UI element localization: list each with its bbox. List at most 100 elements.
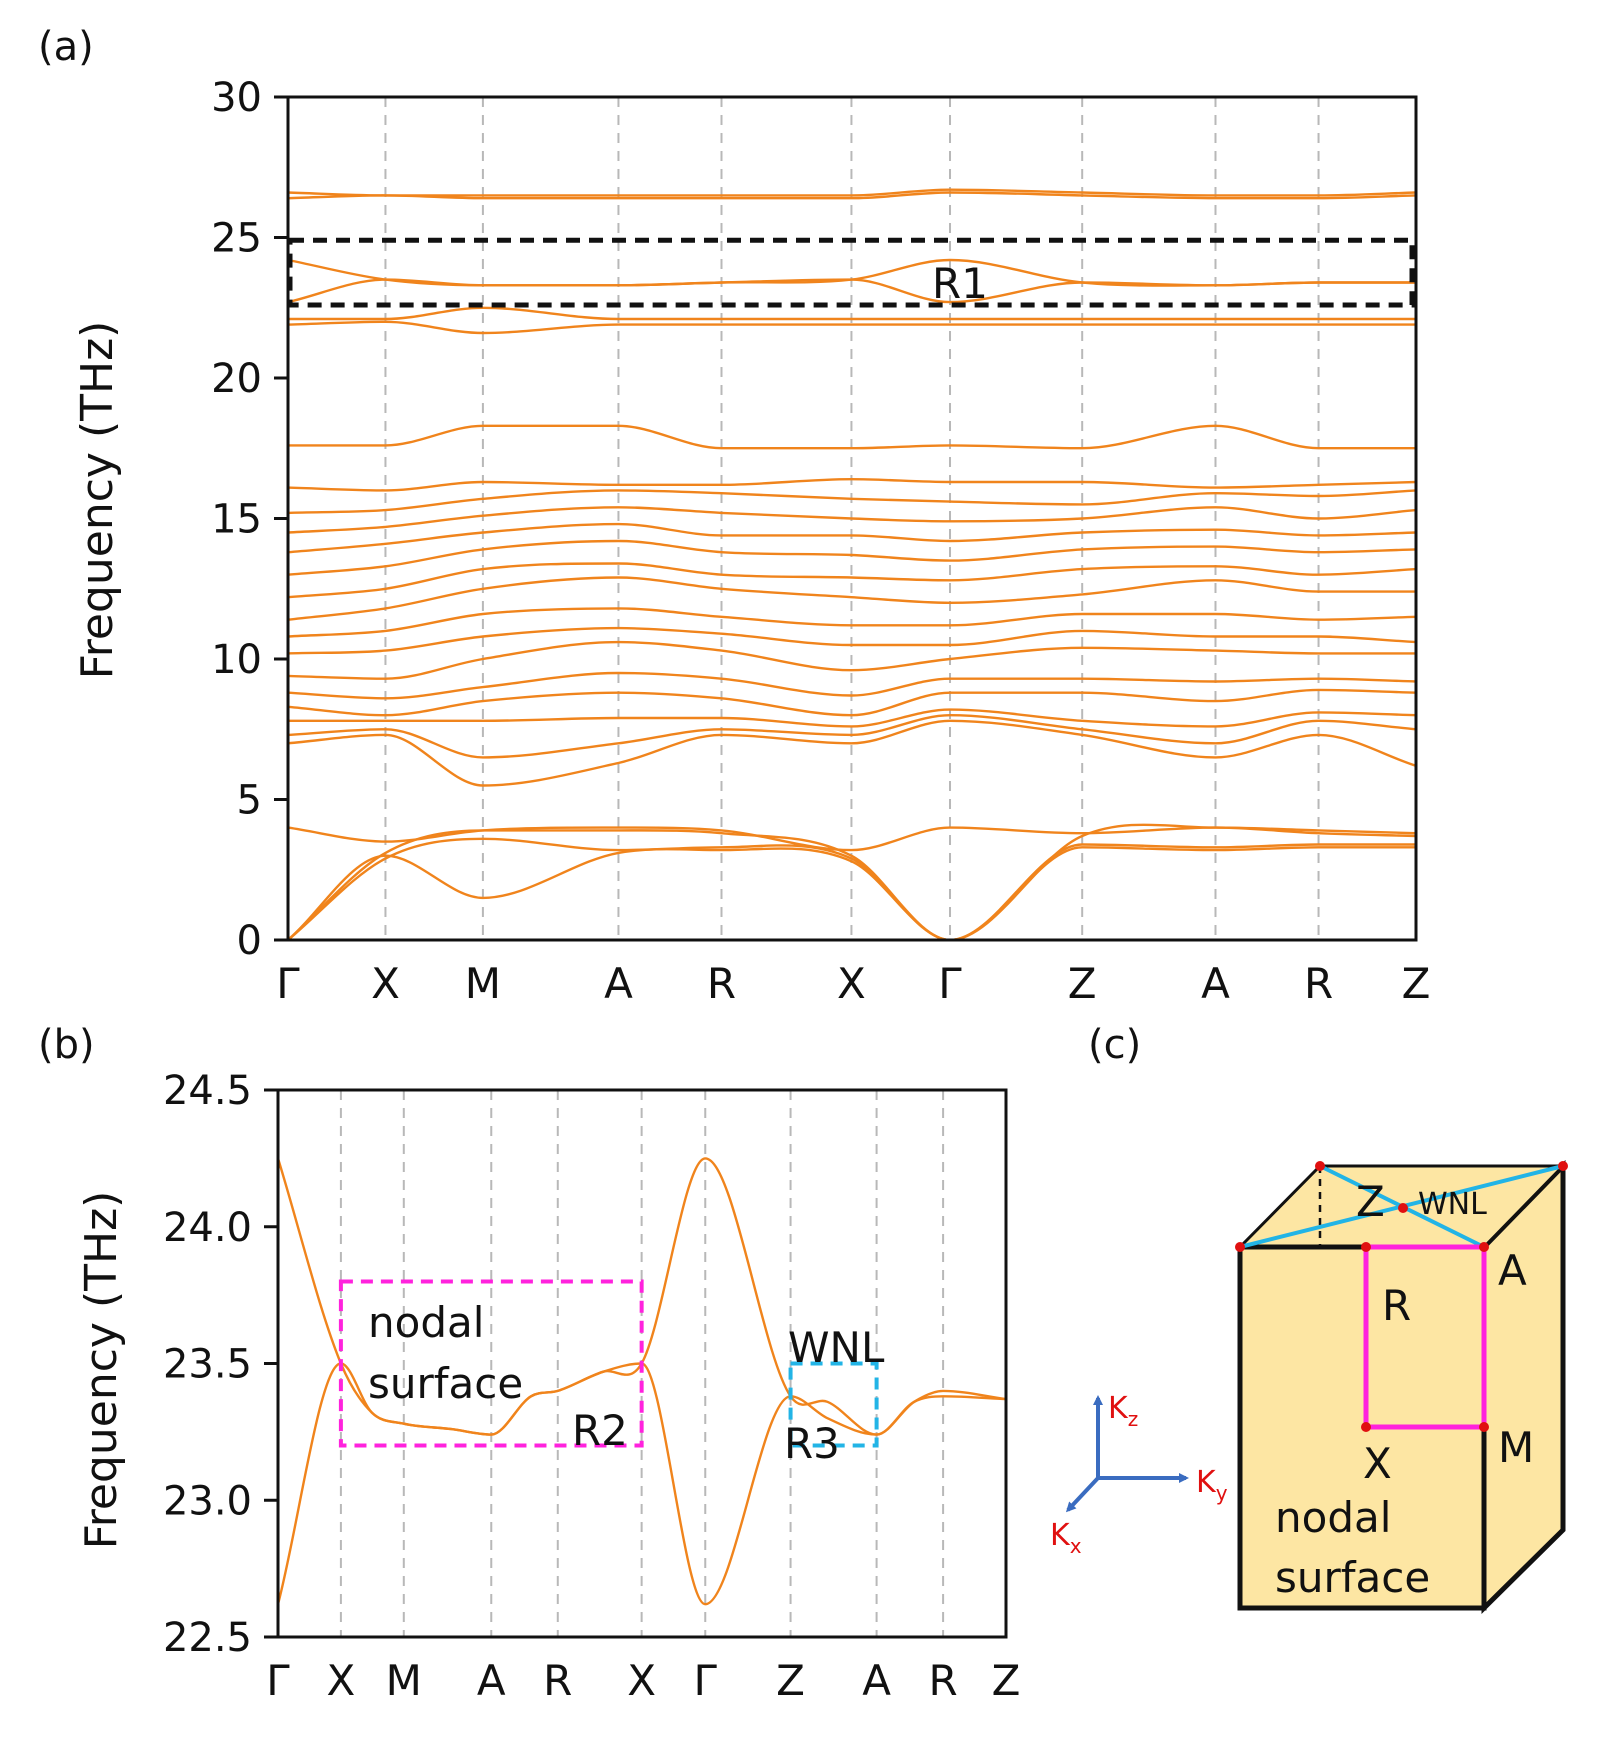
kx-label-sub: x [1070, 1534, 1082, 1558]
kz-label-main: K [1108, 1391, 1129, 1426]
kpoint-label: X [837, 959, 866, 1008]
k-axes: Kz Ky Kx [1050, 1391, 1228, 1558]
y-ticks-a: 0 5 10 15 20 25 30 [211, 75, 288, 964]
bz-label-r: R [1382, 1281, 1411, 1330]
wnl-crossing-point [1398, 1203, 1408, 1213]
kpoint-label: Z [776, 1656, 805, 1705]
ky-label: Ky [1196, 1465, 1228, 1505]
kpoint-label: M [386, 1656, 422, 1705]
kpoint-label: A [862, 1656, 891, 1705]
bz-label-x: X [1363, 1439, 1392, 1488]
kpoint-label: Γ [694, 1656, 718, 1705]
y-tick-label: 23.5 [163, 1342, 252, 1388]
band-band-5 [287, 719, 1417, 787]
band-band-22 [287, 306, 1416, 321]
y-tick-label: 5 [237, 778, 262, 824]
kpoint-label: Z [1068, 959, 1097, 1008]
wnl-box [788, 1361, 879, 1448]
band-band-21 [287, 320, 1416, 335]
y-tick-label: 24.0 [163, 1205, 252, 1251]
band-band-14 [287, 562, 1417, 599]
bz-label-wnl: WNL [1418, 1187, 1487, 1222]
y-axis-title-a: Frequency (THz) [72, 321, 123, 680]
ky-label-sub: y [1216, 1481, 1228, 1505]
kpoint-label: R [707, 959, 736, 1008]
kpoint-label: Z [992, 1656, 1021, 1705]
kpoint-label: M [465, 959, 501, 1008]
panel-label-b: (b) [38, 1022, 95, 1068]
kpoint-label: A [1201, 959, 1230, 1008]
bz-label-z: Z [1356, 1177, 1385, 1226]
a-point [1479, 1242, 1489, 1252]
band-band-17 [287, 506, 1417, 534]
brillouin-zone-diagram: Z WNL A R X M nodal surface [1235, 1159, 1568, 1614]
band-band-10 [287, 640, 1416, 680]
kpoint-label: X [627, 1656, 656, 1705]
y-tick-label: 0 [237, 918, 262, 964]
y-axis-title-b: Frequency (THz) [76, 1191, 127, 1550]
bz-point [1558, 1161, 1568, 1171]
band-band-7 [287, 708, 1417, 728]
y-tick-label: 25 [211, 216, 262, 262]
kx-label: Kx [1050, 1518, 1082, 1558]
kpoint-label: R [543, 1656, 572, 1705]
kpoint-label: Γ [938, 959, 962, 1008]
kpoint-label: A [477, 1656, 506, 1705]
kpoint-label: X [371, 959, 400, 1008]
kpoint-label: A [604, 959, 633, 1008]
y-tick-label: 23.0 [163, 1478, 252, 1524]
bz-label-m: M [1498, 1423, 1534, 1472]
band-band-25 [287, 191, 1417, 200]
y-tick-label: 24.5 [163, 1068, 252, 1114]
bz-face-label-1: nodal [1275, 1493, 1391, 1542]
r1-label: R1 [932, 259, 988, 308]
band-band-9 [287, 671, 1417, 700]
kpoint-label: Γ [266, 1656, 290, 1705]
band-acoustic-1 [287, 846, 1416, 942]
band-band-15 [287, 539, 1417, 576]
r-point [1361, 1242, 1371, 1252]
r3-label: R3 [784, 1419, 840, 1468]
nodal-label-b: nodal surface [368, 1298, 523, 1408]
nodal-surface-rect [1363, 1244, 1487, 1430]
kz-label-sub: z [1128, 1407, 1139, 1431]
panel-label-a: (a) [38, 24, 94, 70]
kpoint-label: Z [1402, 959, 1431, 1008]
m-point [1479, 1422, 1489, 1432]
panel-label-c: (c) [1088, 1022, 1141, 1068]
band-band-13 [287, 576, 1416, 621]
ky-label-main: K [1196, 1465, 1217, 1500]
wnl-label-b: WNL [788, 1323, 885, 1372]
kpoint-label: R [929, 1656, 958, 1705]
x-point [1361, 1422, 1371, 1432]
band-band-16 [287, 522, 1417, 554]
kpoint-label: X [327, 1656, 356, 1705]
nodal-label-line1: nodal [368, 1298, 484, 1347]
y-tick-label: 10 [211, 637, 262, 683]
band-band-18 [287, 489, 1417, 515]
kx-arrow [1065, 1476, 1100, 1513]
band-band-26 [287, 188, 1417, 197]
bz-point [1235, 1242, 1245, 1252]
r2-label: R2 [572, 1406, 628, 1455]
kz-label: Kz [1108, 1391, 1138, 1431]
y-tick-label: 30 [211, 75, 262, 121]
bands-b [276, 1157, 1007, 1606]
band-band-11 [287, 626, 1417, 655]
y-ticks-b: 22.5 23.0 23.5 24.0 24.5 [163, 1068, 278, 1661]
band-band-19 [287, 477, 1417, 492]
kpoint-label: Γ [276, 959, 300, 1008]
nodal-label-line2: surface [368, 1359, 523, 1408]
kpoint-label: R [1304, 959, 1333, 1008]
y-tick-label: 22.5 [163, 1615, 252, 1661]
band-band-20 [287, 424, 1416, 450]
r1-box [287, 237, 1415, 308]
kx-label-main: K [1050, 1518, 1071, 1553]
y-tick-label: 15 [211, 497, 262, 543]
band-band-12 [287, 607, 1417, 638]
band-band-8 [287, 688, 1417, 717]
band-lower [276, 1362, 1007, 1606]
bz-face-label-2: surface [1275, 1553, 1430, 1602]
bz-label-a: A [1498, 1246, 1527, 1295]
